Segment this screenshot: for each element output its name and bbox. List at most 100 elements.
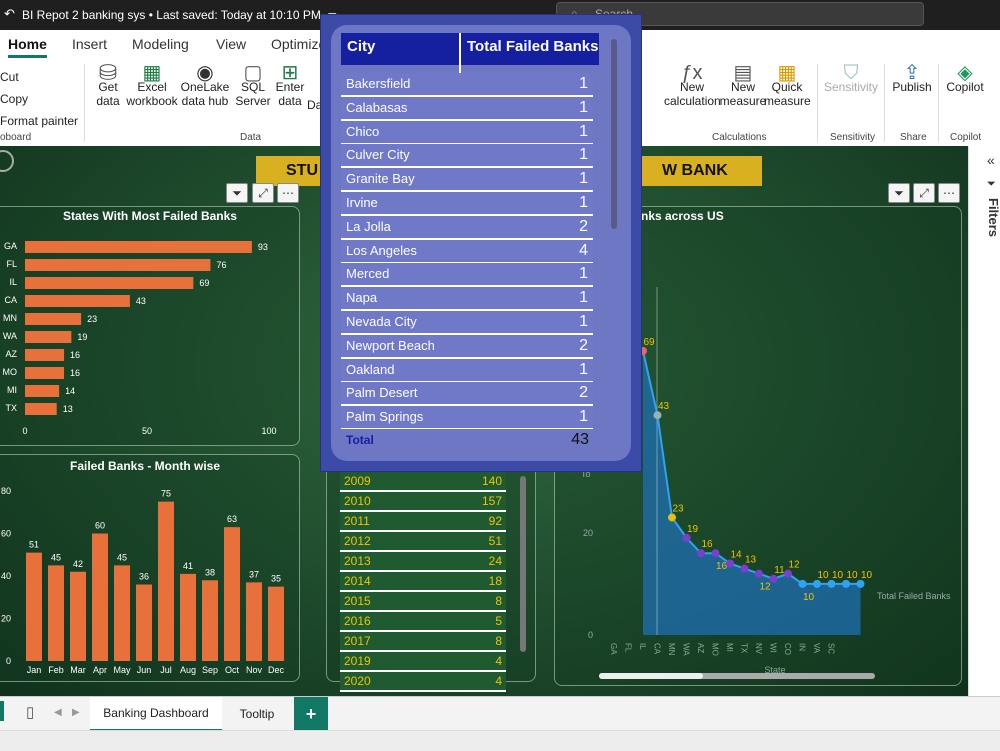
table-row[interactable]: Oakland 1 (341, 358, 593, 383)
next-page-icon[interactable]: ▶ (72, 707, 80, 718)
mobile-layout-icon[interactable]: ▯ (26, 704, 35, 721)
table-row[interactable]: Palm Desert 2 (341, 382, 593, 407)
table-row[interactable]: Irvine 1 (341, 192, 593, 216)
table-row[interactable]: Napa 1 (341, 287, 593, 312)
new-measure-button[interactable]: ▤ New measure (718, 63, 768, 108)
quick-measure-button[interactable]: ▦ Quick measure (764, 62, 811, 108)
states-chart[interactable]: States With Most Failed Banks GA 93 FL 76 IL… (0, 206, 300, 446)
table-row[interactable]: 2012 51 (340, 532, 506, 552)
new-calculation-button[interactable]: ƒx New calculation (664, 63, 721, 108)
excel-button[interactable]: ▦ Excel workbook (124, 63, 180, 108)
table-row[interactable]: 2013 24 (340, 552, 506, 572)
scroll-thumb[interactable] (599, 673, 703, 679)
y-tick-label: 40 (1, 571, 11, 581)
add-page-button[interactable]: + (294, 697, 328, 731)
focus-mode-icon[interactable]: ⤢ (252, 183, 274, 203)
sensitivity-button[interactable]: ⛉ Sensitivity (822, 63, 880, 94)
prev-page-icon[interactable]: ◀ (54, 707, 62, 718)
tab-optimize[interactable]: Optimize (271, 36, 327, 52)
copy-button[interactable]: Copy (0, 92, 29, 106)
data-label: 12 (759, 582, 771, 593)
excel-label: Excel workbook (126, 80, 178, 108)
tab-view[interactable]: View (216, 36, 247, 52)
tab-tooltip[interactable]: Tooltip (239, 707, 275, 721)
tab-banking-dashboard[interactable]: Banking Dashboard (90, 697, 222, 732)
table-row[interactable]: Palm Springs 1 (341, 406, 593, 431)
filter-icon[interactable]: ⏷ (888, 183, 910, 203)
data-point (682, 533, 691, 542)
x-tick-label: SC (827, 643, 836, 654)
table-row[interactable]: Granite Bay 1 (341, 168, 593, 193)
table-row[interactable]: 2011 92 (340, 512, 506, 532)
onelake-label: OneLake data hub (180, 80, 230, 108)
table-row[interactable]: Culver City 1 (341, 144, 593, 169)
month-chart[interactable]: Failed Banks - Month wise 80 60 40 20 0 51 Jan… (0, 454, 300, 682)
focus-mode-icon[interactable]: ⤢ (913, 183, 935, 203)
x-tick-label: 50 (142, 426, 152, 436)
table-row[interactable]: 2009 140 (340, 472, 506, 492)
table-row[interactable]: 2017 8 (340, 632, 506, 652)
count-cell: 18 (488, 574, 502, 588)
tab-insert[interactable]: Insert (72, 36, 108, 52)
tab-modeling[interactable]: Modeling (132, 36, 189, 52)
quick-measure-icon: ▦ (777, 62, 797, 84)
x-tick-label: MO (711, 643, 720, 656)
undo-icon[interactable]: ↶ (4, 6, 15, 21)
more-options-icon[interactable]: ⋯ (277, 183, 299, 203)
clipboard-group-label: oboard (0, 132, 32, 143)
month-label: Mar (70, 665, 86, 675)
minus-circle-icon[interactable] (0, 150, 14, 172)
save-status: Last saved: Today at 10:10 PM (156, 8, 321, 22)
table-row[interactable]: 2019 4 (340, 652, 506, 672)
column-header-city[interactable]: City (341, 33, 465, 65)
table-row[interactable]: Nevada City 1 (341, 311, 593, 335)
status-bar (0, 730, 1000, 751)
column-header-total[interactable]: Total Failed Banks (461, 33, 599, 65)
month-bar (136, 584, 152, 661)
city-cell: Merced (346, 266, 390, 282)
data-label: 16 (716, 561, 728, 572)
filter-icon[interactable]: ⏷ (226, 183, 248, 203)
get-data-button[interactable]: ⛁ Get data (88, 62, 128, 109)
count-cell: 1 (579, 75, 588, 92)
onelake-button[interactable]: ◉ OneLake data hub (178, 63, 232, 108)
enter-data-button[interactable]: ⊞ Enter data (272, 63, 308, 108)
data-point (798, 579, 807, 588)
table-row[interactable]: Merced 1 (341, 263, 593, 288)
collapse-icon[interactable]: « (987, 152, 995, 168)
format-painter-button[interactable]: Format painter (0, 114, 79, 128)
table-row[interactable]: 2014 18 (340, 572, 506, 592)
cut-button[interactable]: Cut (0, 70, 19, 84)
x-tick-label: IL (638, 643, 647, 650)
table-row[interactable]: Newport Beach 2 (341, 334, 593, 359)
copilot-label: Copilot (946, 80, 984, 94)
table-row[interactable]: Los Angeles 4 (341, 239, 593, 264)
table-row[interactable]: La Jolla 2 (341, 215, 593, 240)
count-cell: 5 (495, 614, 502, 628)
copilot-button[interactable]: ◈ Copilot (942, 62, 988, 94)
year-table-scrollbar[interactable] (520, 476, 526, 652)
table-row[interactable]: Bakersfield 1 (341, 73, 593, 97)
table-row[interactable]: 2020 4 (340, 672, 506, 692)
table-row[interactable]: 2010 157 (340, 492, 506, 512)
tab-home[interactable]: Home (8, 36, 47, 58)
publish-button[interactable]: ⇪ Publish (890, 63, 934, 94)
filters-pane[interactable]: « ⏷ Filters (968, 146, 1000, 696)
city-table-scrollbar[interactable] (611, 39, 617, 229)
city-table[interactable]: City Total Failed Banks Bakersfield 1 Cala… (331, 25, 631, 461)
month-chart-title: Failed Banks - Month wise (69, 459, 221, 473)
more-options-icon[interactable]: ⋯ (938, 183, 960, 203)
horizontal-scrollbar[interactable] (599, 673, 875, 679)
table-row[interactable]: 2015 8 (340, 592, 506, 612)
dataverse-button[interactable]: Da (307, 98, 321, 112)
month-value-label: 37 (249, 569, 259, 579)
month-bar (180, 573, 196, 661)
table-row[interactable]: Calabasas 1 (341, 96, 593, 121)
copilot-icon: ◈ (957, 62, 973, 84)
count-cell: 1 (579, 265, 588, 283)
table-row[interactable]: Chico 1 (341, 120, 593, 145)
table-row[interactable]: 2016 5 (340, 612, 506, 632)
count-cell: 140 (481, 474, 502, 488)
share-group-label: Share (900, 132, 927, 143)
sql-button[interactable]: ▢ SQL Server (234, 63, 272, 108)
